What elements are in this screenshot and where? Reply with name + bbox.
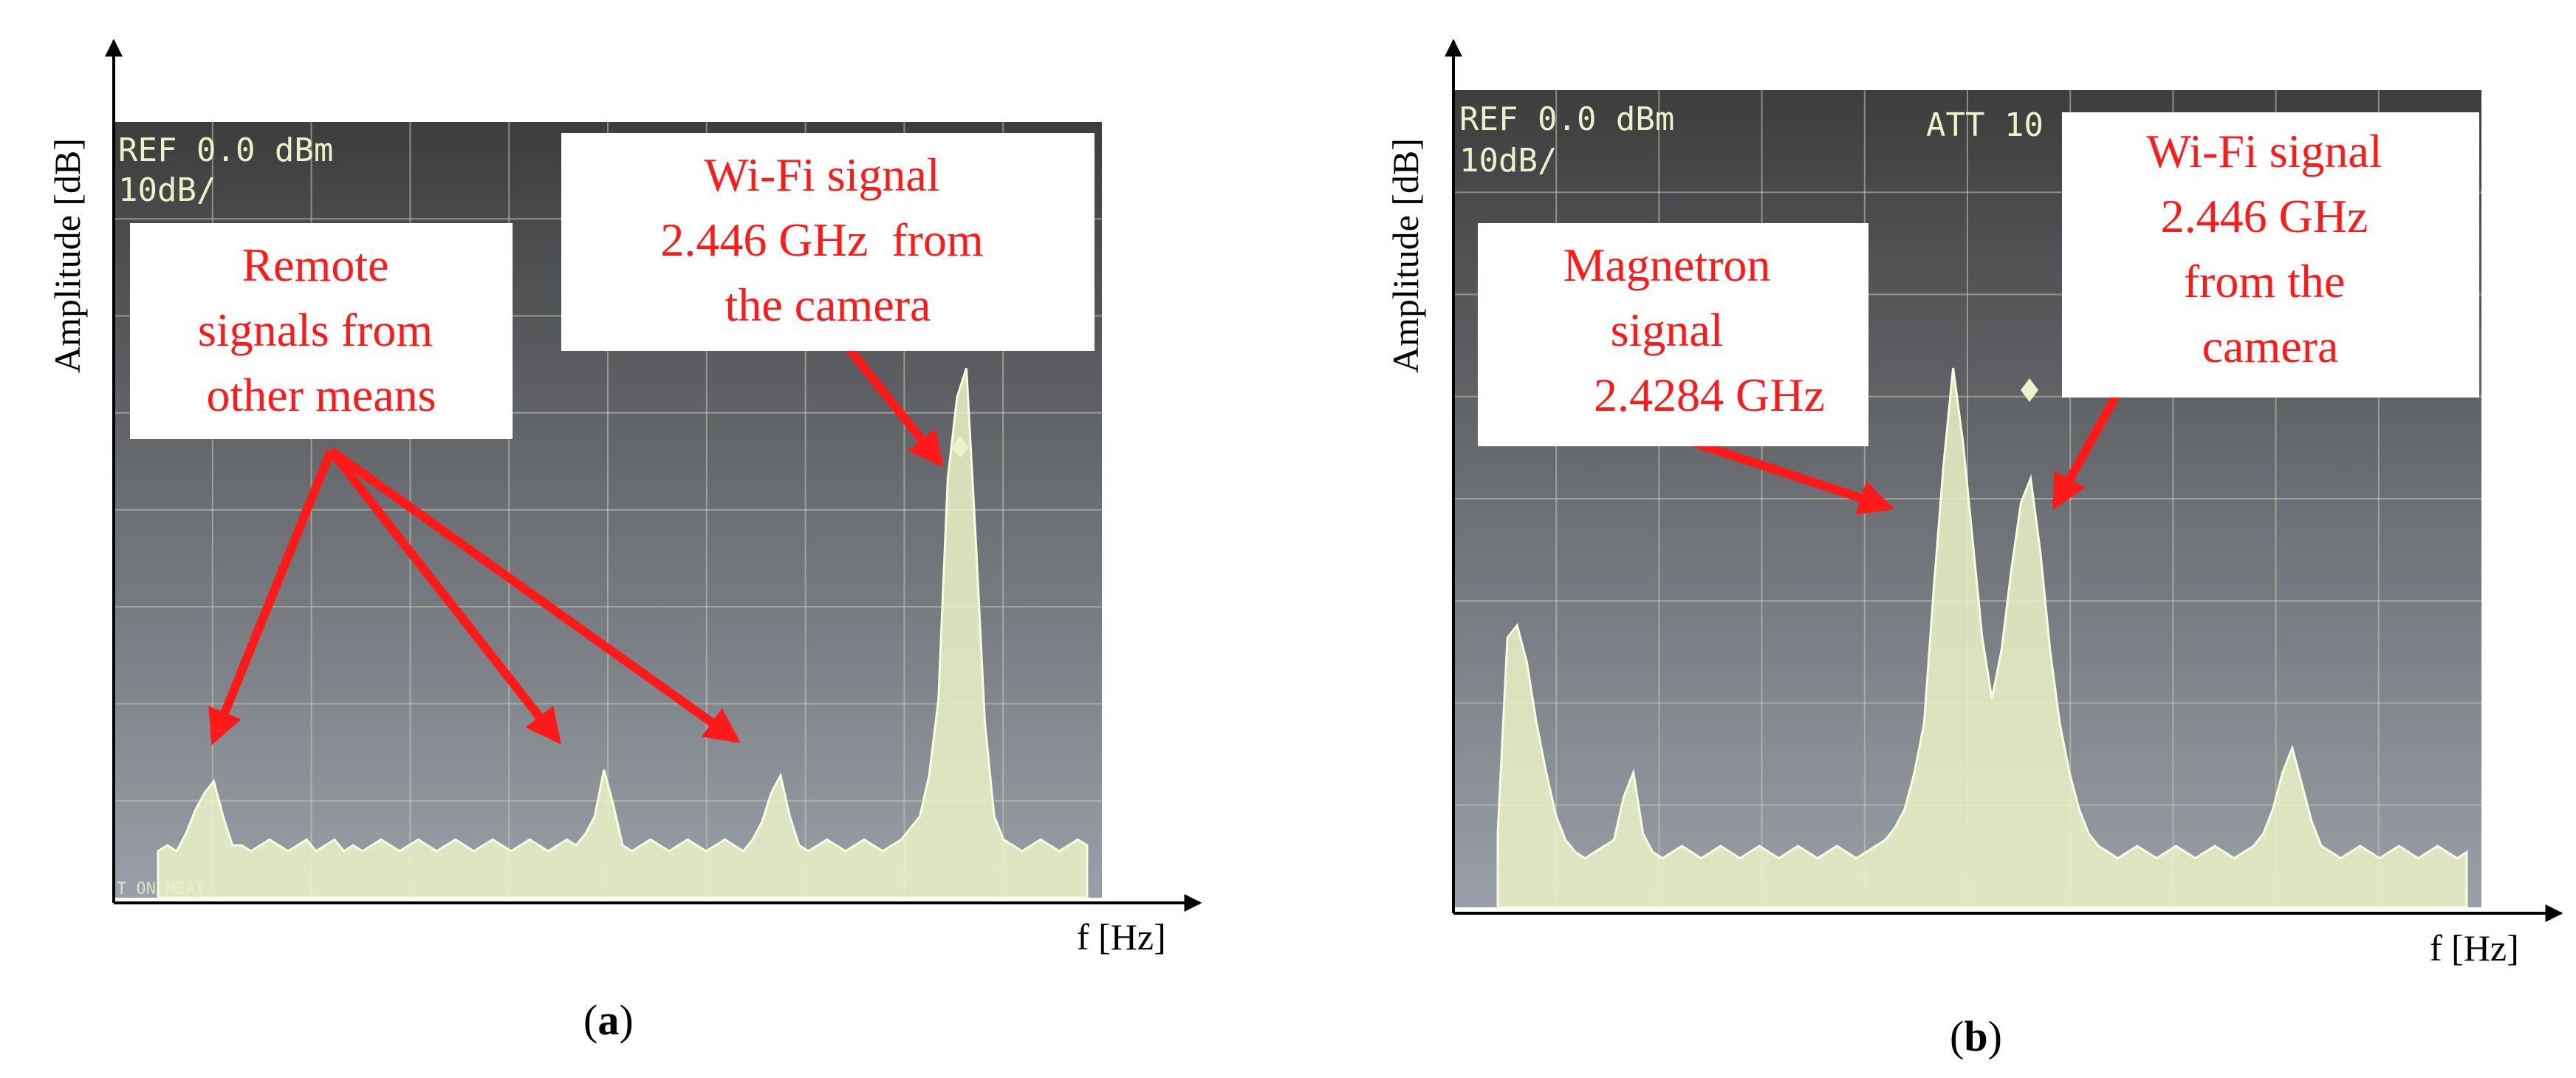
annotation-wifi-b-text: Wi-Fi signal 2.446 GHz from the camera [2146,125,2394,372]
arrow-remote-1 [208,448,335,746]
marker-diamond-b [2021,378,2038,402]
annotation-box-magnetron [1478,223,1868,446]
arrow-magnetron [1690,437,1895,515]
annotation-wifi-a-line-3: the camera [725,279,931,331]
annotation-magnetron-line-1: Magnetron [1563,239,1771,291]
screen-ref-b: REF 0.0 dBm [1459,100,1674,138]
arrows-b [1690,392,2121,515]
y-axis-label-a: Amplitude [dB] [47,138,88,373]
annotation-remote-line-2: signals from [198,304,433,356]
annotation-wifi-b-line-3: from the [2184,255,2346,307]
annotation-wifi-a-line-1: Wi-Fi signal [704,149,939,201]
annotation-magnetron-line-2: signal [1611,304,1724,356]
arrow-wifi-b [2052,392,2121,511]
annotation-wifi-b-line-4: camera [2202,320,2339,372]
panel-letter-a: a [597,996,619,1044]
marker-diamond-a [951,436,969,458]
annotation-magnetron-text: Magnetron signal 2.4284 GHz [1563,239,1825,421]
screen-scale-b: 10dB/ [1459,142,1557,180]
screen-scale-a: 10dB/ [118,171,216,209]
screen-footer-a: T ON MEAT [117,880,205,898]
annotation-wifi-b-line-2: 2.446 GHz [2161,190,2368,242]
annotation-wifi-b-line-1: Wi-Fi signal [2146,125,2382,177]
x-axis-label-b: f [Hz] [2430,927,2519,969]
screen-att-b: ATT 10 [1926,106,2044,144]
x-axis-label-a: f [Hz] [1077,916,1166,958]
trace-b [1496,367,2468,909]
annotation-box-remote [130,223,513,439]
arrows-a [208,344,944,746]
panel-label-b: (b) [1950,1012,2002,1060]
panel-a: REF 0.0 dBm 10dB/ T ON MEAT Amplitude [d… [47,38,1202,1044]
annotation-remote-line-1: Remote [242,239,388,291]
annotation-box-wifi-a [561,133,1095,351]
annotation-wifi-a-line-2: 2.446 GHz from [660,214,983,266]
annotation-remote-text: Remote signals from other means [198,239,445,421]
panel-label-a: (a) [583,996,634,1044]
trace-a [157,367,1089,899]
panel-letter-b: b [1964,1012,1987,1060]
annotation-wifi-a-text: Wi-Fi signal 2.446 GHz from the camera [660,149,995,331]
arrow-wifi-a [844,344,944,468]
arrow-remote-3 [328,447,741,743]
y-axis-label-b: Amplitude [dB] [1385,138,1426,373]
annotation-remote-line-3: other means [207,369,436,421]
annotation-magnetron-line-3: 2.4284 GHz [1594,369,1825,421]
annotation-box-wifi-b [2062,112,2479,398]
screen-ref-a: REF 0.0 dBm [118,132,333,169]
arrow-remote-2 [327,448,561,745]
panel-b: REF 0.0 dBm 10dB/ ATT 10 Amplitude [dB] … [1385,38,2563,1060]
